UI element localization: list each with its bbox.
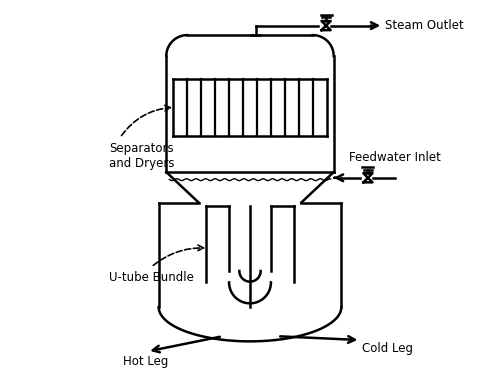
Text: Separators
and Dryers: Separators and Dryers xyxy=(109,142,174,169)
Text: U-tube Bundle: U-tube Bundle xyxy=(109,271,194,284)
Text: Hot Leg: Hot Leg xyxy=(122,355,168,368)
Text: Feedwater Inlet: Feedwater Inlet xyxy=(349,151,441,164)
Text: Cold Leg: Cold Leg xyxy=(362,342,413,355)
Text: Steam Outlet: Steam Outlet xyxy=(385,19,464,32)
